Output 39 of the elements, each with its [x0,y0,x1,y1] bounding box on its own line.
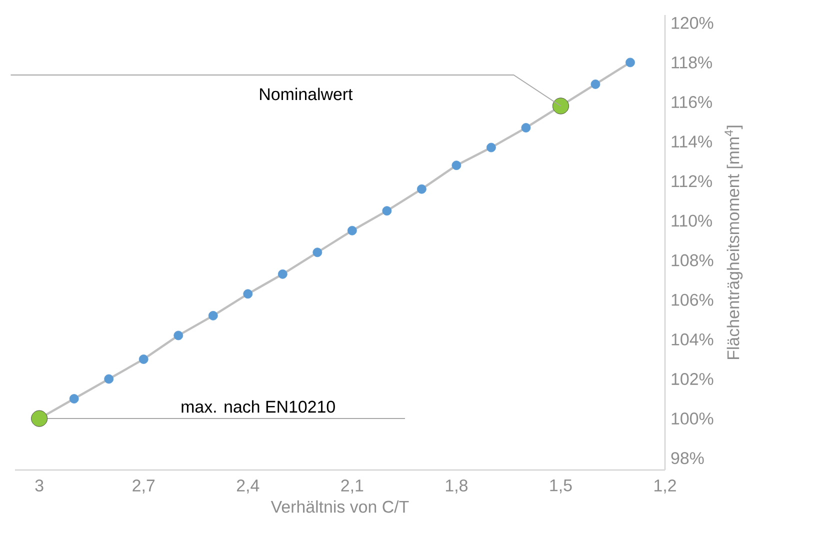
point [347,226,357,236]
point [382,206,392,216]
point [416,184,426,194]
y-tick-label: 108% [672,254,714,266]
point [312,248,322,258]
point [208,310,218,320]
point [138,354,148,364]
y-tick-label: 120% [672,16,714,29]
y-tick-label: 114% [672,136,712,148]
point [521,123,531,132]
point [486,142,496,152]
y-tick-label: 118% [672,56,712,68]
x-tick-label: 1,2 [654,480,676,494]
y-tick-label: 110% [672,214,712,227]
point [590,80,600,89]
x-tick-label: 2,1 [341,480,364,494]
point [452,160,462,170]
y-tick-label: 98% [671,452,704,464]
x-tick-label: 2,4 [236,480,260,494]
point [626,58,635,68]
y-tick-label: 106% [672,294,714,306]
point [278,269,288,279]
y-tick-label: 102% [672,372,714,385]
y-tick-label: 112% [672,175,712,188]
point [243,289,253,299]
x-axis-title: Verhältnis von C/T [270,500,409,513]
y-tick-label: 100% [672,412,714,425]
x-tick-label: 3 [35,480,44,492]
y-tick-label: 116% [672,96,712,108]
point [69,394,79,404]
x-tick-label: 2,7 [132,480,155,494]
y-axis-title: Flächenträgheitsmoment [mm$^{4}$] [724,126,743,359]
y-tick-label: 104% [672,333,714,346]
annotation: Nominalwert [260,88,353,100]
point [174,330,184,340]
ref-line-label: max. nach EN10210 [182,400,335,413]
point [104,374,114,384]
x-tick-label: 1,5 [550,480,572,494]
x-tick-label: 1,8 [446,480,468,494]
